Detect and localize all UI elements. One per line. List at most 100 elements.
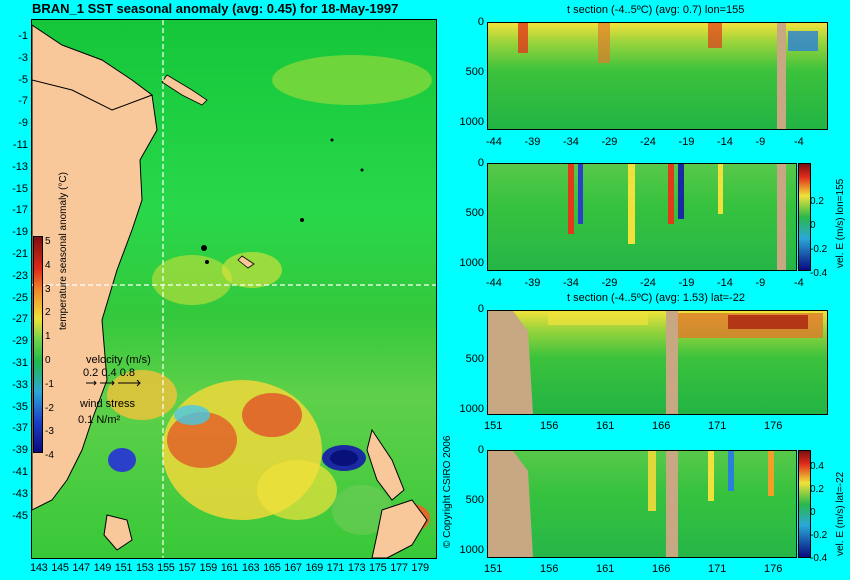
section3-title: t section (-4..5ºC) (avg: 1.53) lat=-22: [567, 292, 745, 304]
map-y-tick: -23: [12, 269, 28, 282]
map-x-tick: 173: [347, 562, 366, 574]
map-colorbar-label: temperature seasonal anomaly (°C): [58, 172, 69, 330]
colorbar-tick: -0.2: [810, 530, 828, 541]
sst-map: [31, 19, 437, 559]
map-x-tick: 155: [157, 562, 175, 574]
map-y-tick: -27: [12, 313, 28, 326]
map-x-tick: 145: [51, 562, 69, 574]
map-x-tick: 159: [199, 562, 218, 574]
section4-features: [488, 451, 774, 557]
s4-x-tick: 151: [484, 563, 503, 575]
s4-x-tick: 176: [764, 563, 783, 575]
colorbar-tick: -2: [45, 402, 54, 414]
map-y-tick: -15: [12, 182, 28, 195]
s4-y-tick: 0: [477, 444, 484, 456]
section4-colorbar-ticks: 0.4 0.2 0 -0.2 -0.4: [810, 455, 827, 570]
map-x-tick: 149: [93, 562, 112, 574]
s2-x-tick: -19: [678, 277, 695, 289]
s2-y-tick: 1000: [459, 257, 484, 269]
map-colorbar: [33, 236, 43, 453]
s3-y-tick: 500: [465, 353, 484, 365]
s2-y-tick: 500: [465, 207, 484, 219]
s1-x-tick: -14: [717, 136, 733, 148]
s2-x-axis: -44 -39 -34 -29 -24 -19 -14 -9 -4: [486, 277, 846, 289]
map-y-tick: -35: [12, 400, 28, 413]
map-y-tick: -19: [12, 226, 28, 239]
section2-colorbar-ticks: 0.2 0 -0.2 -0.4: [810, 190, 827, 286]
map-y-tick: -37: [12, 422, 28, 435]
map-x-tick: 151: [114, 562, 133, 574]
colorbar-tick: 0.4: [810, 461, 824, 472]
s1-y-tick: 0: [477, 16, 484, 28]
map-y-tick: -11: [12, 138, 28, 151]
map-y-tick: -17: [12, 204, 28, 217]
map-x-tick: 177: [390, 562, 408, 574]
s3-x-axis: 151 156 161 166 171 176: [484, 420, 844, 432]
colorbar-tick: -1: [45, 378, 54, 390]
map-y-tick: -43: [12, 487, 28, 500]
colorbar-tick: -0.4: [810, 553, 828, 564]
colorbar-tick: 3: [45, 283, 51, 295]
map-colorbar-ticks: 5 4 3 2 1 0 -1 -2 -3 -4: [45, 230, 54, 468]
velocity-label: velocity (m/s): [86, 354, 151, 366]
wind-scale: 0.1 N/m²: [78, 414, 121, 426]
wind-label: wind stress: [80, 398, 136, 410]
s2-x-tick: -39: [524, 277, 541, 289]
s3-x-tick: 156: [540, 420, 559, 432]
colorbar-tick: 0: [810, 507, 816, 518]
s4-y-tick: 1000: [459, 544, 484, 556]
colorbar-tick: 0.2: [810, 484, 824, 495]
velocity-scale: 0.2 0.4 0.8: [83, 367, 135, 379]
section2-colorbar-label: vel. E (m/s) lon=155: [835, 178, 846, 268]
s1-x-tick: -9: [755, 136, 766, 148]
s3-x-tick: 171: [708, 420, 727, 432]
s4-x-tick: 156: [540, 563, 559, 575]
section4-colorbar: [798, 450, 811, 558]
colorbar-tick: 2: [45, 307, 51, 319]
s1-x-tick: -39: [524, 136, 541, 148]
map-y-tick: -29: [12, 335, 28, 348]
colorbar-tick: 0.2: [810, 196, 824, 207]
map-features: [32, 20, 436, 558]
colorbar-tick: -3: [45, 426, 54, 438]
map-y-tick: -25: [12, 291, 28, 304]
s4-y-tick: 500: [465, 494, 484, 506]
velocity-arrows-icon: [86, 379, 141, 387]
section1-panel: [487, 22, 828, 130]
map-y-tick: -39: [12, 444, 28, 457]
map-y-tick: -33: [12, 378, 28, 391]
s1-y-tick: 1000: [459, 116, 484, 128]
map-x-tick: 157: [178, 562, 196, 574]
map-x-tick: 147: [72, 562, 90, 574]
map-y-tick: -41: [12, 465, 28, 478]
section3-features: [488, 311, 823, 414]
map-x-tick: 163: [241, 562, 260, 574]
s1-x-tick: -29: [601, 136, 618, 148]
s2-x-tick: -24: [640, 277, 656, 289]
map-y-tick: -21: [12, 247, 28, 260]
colorbar-tick: 5: [45, 236, 51, 247]
map-y-tick: -3: [18, 51, 28, 64]
s4-x-axis: 151 156 161 166 171 176: [484, 563, 844, 575]
colorbar-tick: -0.2: [810, 244, 828, 255]
map-x-tick: 179: [411, 562, 429, 574]
s3-x-tick: 176: [764, 420, 783, 432]
s1-x-tick: -34: [563, 136, 579, 148]
s4-x-tick: 166: [652, 563, 671, 575]
map-y-tick: -9: [18, 117, 28, 130]
map-y-tick: -5: [18, 73, 28, 86]
map-y-tick: -7: [18, 95, 28, 108]
s2-y-tick: 0: [477, 157, 484, 169]
s2-x-tick: -34: [563, 277, 579, 289]
s2-x-tick: -44: [486, 277, 502, 289]
map-x-tick: 167: [284, 562, 302, 574]
s1-x-tick: -19: [678, 136, 695, 148]
map-x-tick: 143: [30, 562, 48, 574]
map-title: BRAN_1 SST seasonal anomaly (avg: 0.45) …: [32, 1, 399, 16]
section2-colorbar: [798, 163, 811, 271]
map-x-tick: 175: [369, 562, 387, 574]
s1-x-axis: -44 -39 -34 -29 -24 -19 -14 -9 -4: [486, 136, 846, 148]
s3-x-tick: 166: [652, 420, 671, 432]
s2-x-tick: -9: [755, 277, 766, 289]
s4-x-tick: 171: [708, 563, 727, 575]
